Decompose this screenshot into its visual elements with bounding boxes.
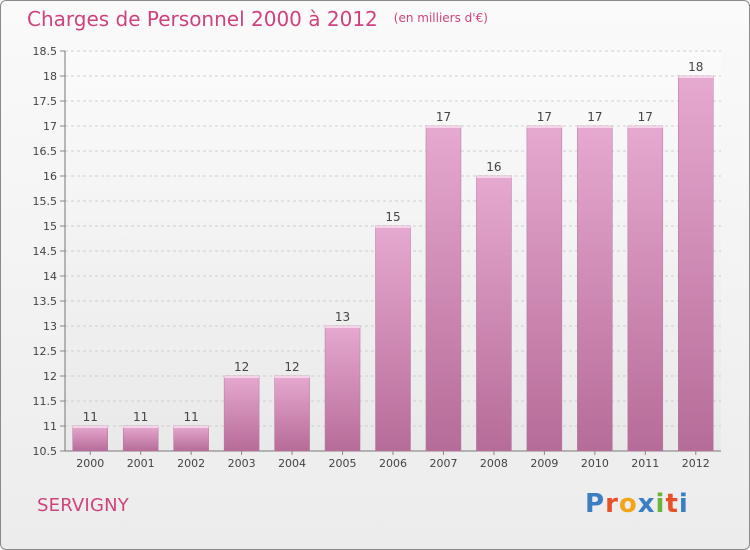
proxiti-logo: Proxiti: [585, 489, 689, 519]
bar: [223, 375, 260, 452]
y-tick-label: 12: [43, 370, 57, 383]
bar-highlight: [425, 126, 461, 128]
bar-highlight: [72, 426, 108, 428]
bar-highlight: [224, 376, 260, 378]
bar: [72, 425, 108, 452]
data-label: 12: [234, 360, 249, 374]
y-tick-label: 13.5: [33, 295, 58, 308]
chart-title: Charges de Personnel 2000 à 2012 (en mill…: [27, 7, 488, 31]
data-label: 17: [436, 110, 451, 124]
bar: [274, 375, 310, 452]
bar-highlight: [274, 376, 310, 378]
x-tick-label: 2010: [581, 457, 609, 470]
bar: [122, 425, 159, 452]
x-tick-label: 2012: [682, 457, 710, 470]
data-label: 17: [587, 110, 602, 124]
x-tick-label: 2007: [429, 457, 457, 470]
y-tick-label: 13: [43, 320, 57, 333]
y-tick-label: 11.5: [33, 395, 58, 408]
data-label: 12: [284, 360, 299, 374]
y-tick-label: 15.5: [33, 195, 58, 208]
commune-name: SERVIGNY: [37, 495, 129, 516]
y-tick-label: 15: [43, 220, 57, 233]
x-tick-label: 2001: [127, 457, 155, 470]
y-tick-label: 17.5: [33, 95, 58, 108]
bar: [577, 125, 613, 452]
bar-highlight: [375, 226, 411, 228]
bar: [375, 225, 411, 452]
data-label: 16: [486, 160, 501, 174]
x-tick-label: 2003: [228, 457, 256, 470]
data-label: 13: [335, 310, 350, 324]
bar: [173, 425, 209, 452]
x-tick-label: 2006: [379, 457, 407, 470]
y-tick-label: 17: [43, 120, 57, 133]
bar-highlight: [173, 426, 209, 428]
x-tick-label: 2004: [278, 457, 306, 470]
bar: [324, 325, 361, 452]
data-label: 18: [688, 60, 703, 74]
bar-highlight: [526, 126, 562, 128]
x-tick-label: 2011: [631, 457, 659, 470]
data-label: 17: [537, 110, 552, 124]
data-label: 11: [83, 410, 98, 424]
chart-unit: (en milliers d'€): [393, 11, 488, 25]
x-tick-label: 2000: [76, 457, 104, 470]
bar-highlight: [325, 326, 361, 328]
bar-highlight: [476, 176, 512, 178]
y-tick-label: 16.5: [33, 145, 58, 158]
bar: [627, 125, 664, 452]
data-label: 11: [184, 410, 199, 424]
bar-highlight: [627, 126, 663, 128]
bar: [678, 75, 714, 452]
bar-highlight: [678, 76, 714, 78]
y-tick-label: 18: [43, 70, 57, 83]
data-label: 15: [385, 210, 400, 224]
bar-highlight: [123, 426, 159, 428]
x-tick-label: 2008: [480, 457, 508, 470]
bar: [526, 125, 563, 452]
x-tick-label: 2005: [329, 457, 357, 470]
bar: [425, 125, 462, 452]
y-tick-label: 14: [43, 270, 57, 283]
y-tick-label: 16: [43, 170, 57, 183]
y-tick-label: 10.5: [33, 445, 58, 458]
bar-highlight: [577, 126, 613, 128]
bar: [476, 175, 512, 452]
y-tick-label: 12.5: [33, 345, 58, 358]
data-label: 17: [638, 110, 653, 124]
y-tick-label: 11: [43, 420, 57, 433]
data-label: 11: [133, 410, 148, 424]
chart-title-text: Charges de Personnel 2000 à 2012: [27, 7, 378, 31]
y-tick-label: 18.5: [33, 45, 58, 58]
x-tick-label: 2009: [530, 457, 558, 470]
y-tick-label: 14.5: [33, 245, 58, 258]
x-tick-label: 2002: [177, 457, 205, 470]
